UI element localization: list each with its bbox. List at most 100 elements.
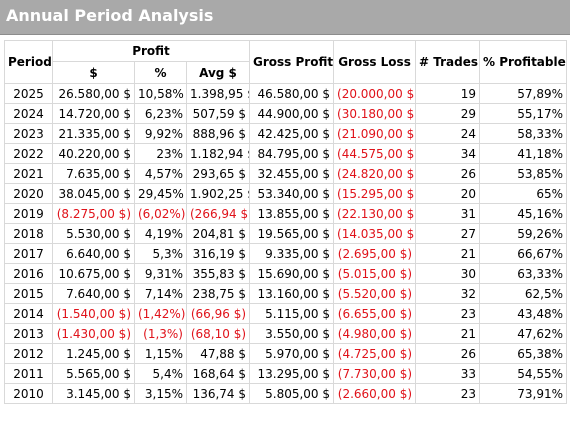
cell-profit-avg: (266,94 $) xyxy=(185,203,251,224)
cell-trades: 26 xyxy=(415,163,481,184)
table-row[interactable]: 2010 3.145,00 $3,15% 136,74 $5.805,00 $ (2.… xyxy=(4,383,568,404)
cell-gross-profit: 9.335,00 $ xyxy=(249,243,335,264)
cell-trades: 23 xyxy=(415,383,481,404)
cell-trades: 33 xyxy=(415,363,481,384)
cell-profit-percent: 3,15% xyxy=(134,383,187,404)
cell-period: 2014 xyxy=(4,303,53,324)
header-gross-loss[interactable]: Gross Loss xyxy=(333,40,417,84)
cell-profit: (1.430,00 $) xyxy=(52,323,135,344)
cell-period: 2017 xyxy=(4,243,53,264)
cell-profit-percent: 6,23% xyxy=(134,103,187,124)
cell-profit-avg: 316,19 $ xyxy=(185,243,251,264)
cell-gross-loss: (2.660,00 $) xyxy=(333,383,417,404)
cell-gross-loss: (5.015,00 $) xyxy=(333,263,417,284)
cell-profitable: 41,18% xyxy=(479,143,568,164)
cell-gross-profit: 44.900,00 $ xyxy=(249,103,335,124)
cell-trades: 21 xyxy=(415,323,481,344)
cell-gross-profit: 3.550,00 $ xyxy=(249,323,335,344)
cell-trades: 19 xyxy=(415,83,481,104)
table-row[interactable]: 2015 7.640,00 $7,14% 238,75 $13.160,00 $ (5… xyxy=(4,283,568,304)
cell-profitable: 66,67% xyxy=(479,243,568,264)
cell-profit-avg: (66,96 $) xyxy=(185,303,251,324)
cell-profit-avg: 355,83 $ xyxy=(185,263,251,284)
cell-profit: 5.565,00 $ xyxy=(52,363,135,384)
cell-gross-profit: 13.160,00 $ xyxy=(249,283,335,304)
cell-profit-percent: (1,42%) xyxy=(134,303,187,324)
cell-period: 2022 xyxy=(4,143,53,164)
cell-trades: 27 xyxy=(415,223,481,244)
cell-period: 2020 xyxy=(4,183,53,204)
cell-profit: 6.640,00 $ xyxy=(52,243,135,264)
table-row[interactable]: 2018 5.530,00 $4,19% 204,81 $19.565,00 $ (1… xyxy=(4,223,568,244)
cell-profit-avg: 204,81 $ xyxy=(185,223,251,244)
cell-profitable: 73,91% xyxy=(479,383,568,404)
cell-gross-profit: 5.970,00 $ xyxy=(249,343,335,364)
cell-gross-loss: (6.655,00 $) xyxy=(333,303,417,324)
cell-gross-profit: 53.340,00 $ xyxy=(249,183,335,204)
cell-gross-loss: (44.575,00 $) xyxy=(333,143,417,164)
cell-profit: (8.275,00 $) xyxy=(52,203,135,224)
cell-profit: 10.675,00 $ xyxy=(52,263,135,284)
table-row[interactable]: 2020 38.045,00 $29,45% 1.902,25 $53.340,00… xyxy=(4,183,568,204)
cell-gross-loss: (14.035,00 $) xyxy=(333,223,417,244)
table-row[interactable]: 2021 7.635,00 $4,57% 293,65 $32.455,00 $ (2… xyxy=(4,163,568,184)
table-row[interactable]: 2016 10.675,00 $9,31% 355,83 $15.690,00 $(… xyxy=(4,263,568,284)
cell-trades: 32 xyxy=(415,283,481,304)
cell-gross-loss: (7.730,00 $) xyxy=(333,363,417,384)
table-row[interactable]: 2013 (1.430,00 $) (1,3%) (68,10 $) 3.550,00 … xyxy=(4,323,568,344)
cell-profitable: 47,62% xyxy=(479,323,568,344)
cell-period: 2010 xyxy=(4,383,53,404)
table-row[interactable]: 2014 (1.540,00 $) (1,42%) (66,96 $) 5.115,00… xyxy=(4,303,568,324)
cell-profit: 40.220,00 $ xyxy=(52,143,135,164)
cell-profit-percent: 9,31% xyxy=(134,263,187,284)
cell-profit-percent: 29,45% xyxy=(134,183,187,204)
cell-period: 2024 xyxy=(4,103,53,124)
cell-profit: 1.245,00 $ xyxy=(52,343,135,364)
header-profit-percent[interactable]: % xyxy=(134,61,187,84)
cell-profit-percent: 23% xyxy=(134,143,187,164)
table-row[interactable]: 2011 5.565,00 $5,4% 168,64 $13.295,00 $ (7.… xyxy=(4,363,568,384)
cell-gross-profit: 84.795,00 $ xyxy=(249,143,335,164)
cell-period: 2023 xyxy=(4,123,53,144)
table-row[interactable]: 2024 14.720,00 $6,23% 507,59 $44.900,00 $(… xyxy=(4,103,568,124)
cell-gross-loss: (22.130,00 $) xyxy=(333,203,417,224)
cell-period: 2018 xyxy=(4,223,53,244)
cell-trades: 30 xyxy=(415,263,481,284)
table-row[interactable]: 2025 26.580,00 $10,58% 1.398,95 $46.580,00… xyxy=(4,83,568,104)
cell-gross-loss: (21.090,00 $) xyxy=(333,123,417,144)
header-trades[interactable]: # Trades xyxy=(415,40,481,84)
cell-gross-loss: (2.695,00 $) xyxy=(333,243,417,264)
cell-period: 2013 xyxy=(4,323,53,344)
cell-period: 2016 xyxy=(4,263,53,284)
header-period[interactable]: Period xyxy=(4,40,53,84)
cell-gross-profit: 5.805,00 $ xyxy=(249,383,335,404)
header-profitable[interactable]: % Profitable xyxy=(479,40,568,84)
table-body: 2025 26.580,00 $10,58% 1.398,95 $46.580,00… xyxy=(4,83,568,404)
cell-profitable: 45,16% xyxy=(479,203,568,224)
cell-profit: 3.145,00 $ xyxy=(52,383,135,404)
table-row[interactable]: 2023 21.335,00 $9,92% 888,96 $42.425,00 $(… xyxy=(4,123,568,144)
cell-gross-loss: (4.980,00 $) xyxy=(333,323,417,344)
header-profit-group: Profit xyxy=(51,40,251,62)
header-profit-dollar[interactable]: $ xyxy=(52,61,135,84)
cell-profit: 7.640,00 $ xyxy=(52,283,135,304)
cell-profit-percent: 10,58% xyxy=(134,83,187,104)
table-row[interactable]: 2012 1.245,00 $1,15% 47,88 $5.970,00 $ (4.7… xyxy=(4,343,568,364)
cell-profit-avg: 1.398,95 $ xyxy=(185,83,251,104)
cell-gross-profit: 15.690,00 $ xyxy=(249,263,335,284)
header-gross-profit[interactable]: Gross Profit xyxy=(249,40,335,84)
cell-profit-avg: 1.902,25 $ xyxy=(185,183,251,204)
table-row[interactable]: 2017 6.640,00 $5,3% 316,19 $9.335,00 $ (2.6… xyxy=(4,243,568,264)
cell-gross-profit: 13.855,00 $ xyxy=(249,203,335,224)
cell-profit-percent: 9,92% xyxy=(134,123,187,144)
cell-profit: 26.580,00 $ xyxy=(52,83,135,104)
cell-profit-percent: 7,14% xyxy=(134,283,187,304)
cell-profitable: 54,55% xyxy=(479,363,568,384)
cell-profit: 14.720,00 $ xyxy=(52,103,135,124)
cell-profit-avg: (68,10 $) xyxy=(185,323,251,344)
cell-gross-profit: 19.565,00 $ xyxy=(249,223,335,244)
table-row[interactable]: 2019 (8.275,00 $) (6,02%) (266,94 $) 13.855,… xyxy=(4,203,568,224)
header-profit-avg[interactable]: Avg $ xyxy=(185,61,251,84)
cell-profit-percent: 5,4% xyxy=(134,363,187,384)
table-row[interactable]: 2022 40.220,00 $23% 1.182,94 $84.795,00 $(… xyxy=(4,143,568,164)
